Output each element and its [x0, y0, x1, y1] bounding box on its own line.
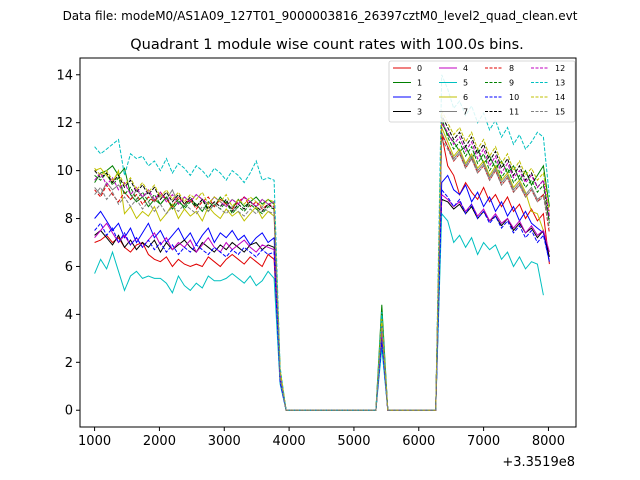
data-file-suptitle: Data file: modeM0/AS1A09_127T01_90000038…: [63, 9, 578, 23]
legend-label-13: 13: [555, 79, 565, 88]
x-tick-label: 3000: [208, 434, 241, 449]
legend-label-0: 0: [417, 64, 422, 73]
legend-label-9: 9: [509, 79, 514, 88]
x-tick-label: 2000: [143, 434, 176, 449]
series-line-15: [94, 137, 550, 411]
legend-box: [388, 60, 576, 123]
legend-label-3: 3: [417, 108, 422, 117]
plot-lines: [94, 74, 550, 411]
y-tick-label: 14: [56, 68, 73, 83]
series-line-0: [94, 134, 550, 411]
y-tick-label: 4: [65, 308, 73, 323]
y-axis: 0 2 4 6 8 10 12 14: [56, 68, 80, 419]
y-tick-label: 10: [56, 164, 73, 179]
series-line-14: [94, 110, 550, 411]
x-offset-label: +3.3519e8: [502, 455, 575, 470]
legend-label-4: 4: [463, 64, 468, 73]
y-tick-label: 2: [65, 356, 73, 371]
legend-label-15: 15: [555, 108, 565, 117]
y-tick-label: 12: [56, 116, 73, 131]
series-line-9: [94, 117, 550, 411]
chart-title: Quadrant 1 module wise count rates with …: [130, 37, 524, 53]
series-line-11: [94, 115, 550, 411]
legend-label-2: 2: [417, 93, 422, 102]
x-tick-label: 4000: [273, 434, 306, 449]
y-tick-label: 6: [65, 260, 73, 275]
legend-label-11: 11: [509, 108, 519, 117]
legend-label-14: 14: [555, 93, 565, 102]
legend-label-7: 7: [463, 108, 468, 117]
y-tick-label: 8: [65, 212, 73, 227]
legend-label-5: 5: [463, 79, 468, 88]
x-tick-label: 6000: [402, 434, 435, 449]
legend-label-6: 6: [463, 93, 468, 102]
x-tick-label: 1000: [78, 434, 111, 449]
series-line-8: [94, 134, 550, 411]
legend-label-12: 12: [555, 64, 565, 73]
y-tick-label: 0: [65, 404, 73, 419]
series-line-3: [94, 198, 550, 411]
series-line-4: [94, 193, 550, 411]
series-line-7: [94, 132, 550, 411]
x-tick-label: 8000: [532, 434, 565, 449]
legend-label-10: 10: [509, 93, 519, 102]
x-tick-label: 5000: [337, 434, 370, 449]
plot-frame: [79, 57, 577, 428]
x-tick-label: 7000: [467, 434, 500, 449]
legend-label-8: 8: [509, 64, 514, 73]
series-line-2: [94, 174, 550, 411]
legend-label-1: 1: [417, 79, 422, 88]
x-axis: 1000 2000 3000 4000 5000 6000 7000 8000: [78, 427, 565, 449]
series-line-10: [94, 188, 550, 411]
